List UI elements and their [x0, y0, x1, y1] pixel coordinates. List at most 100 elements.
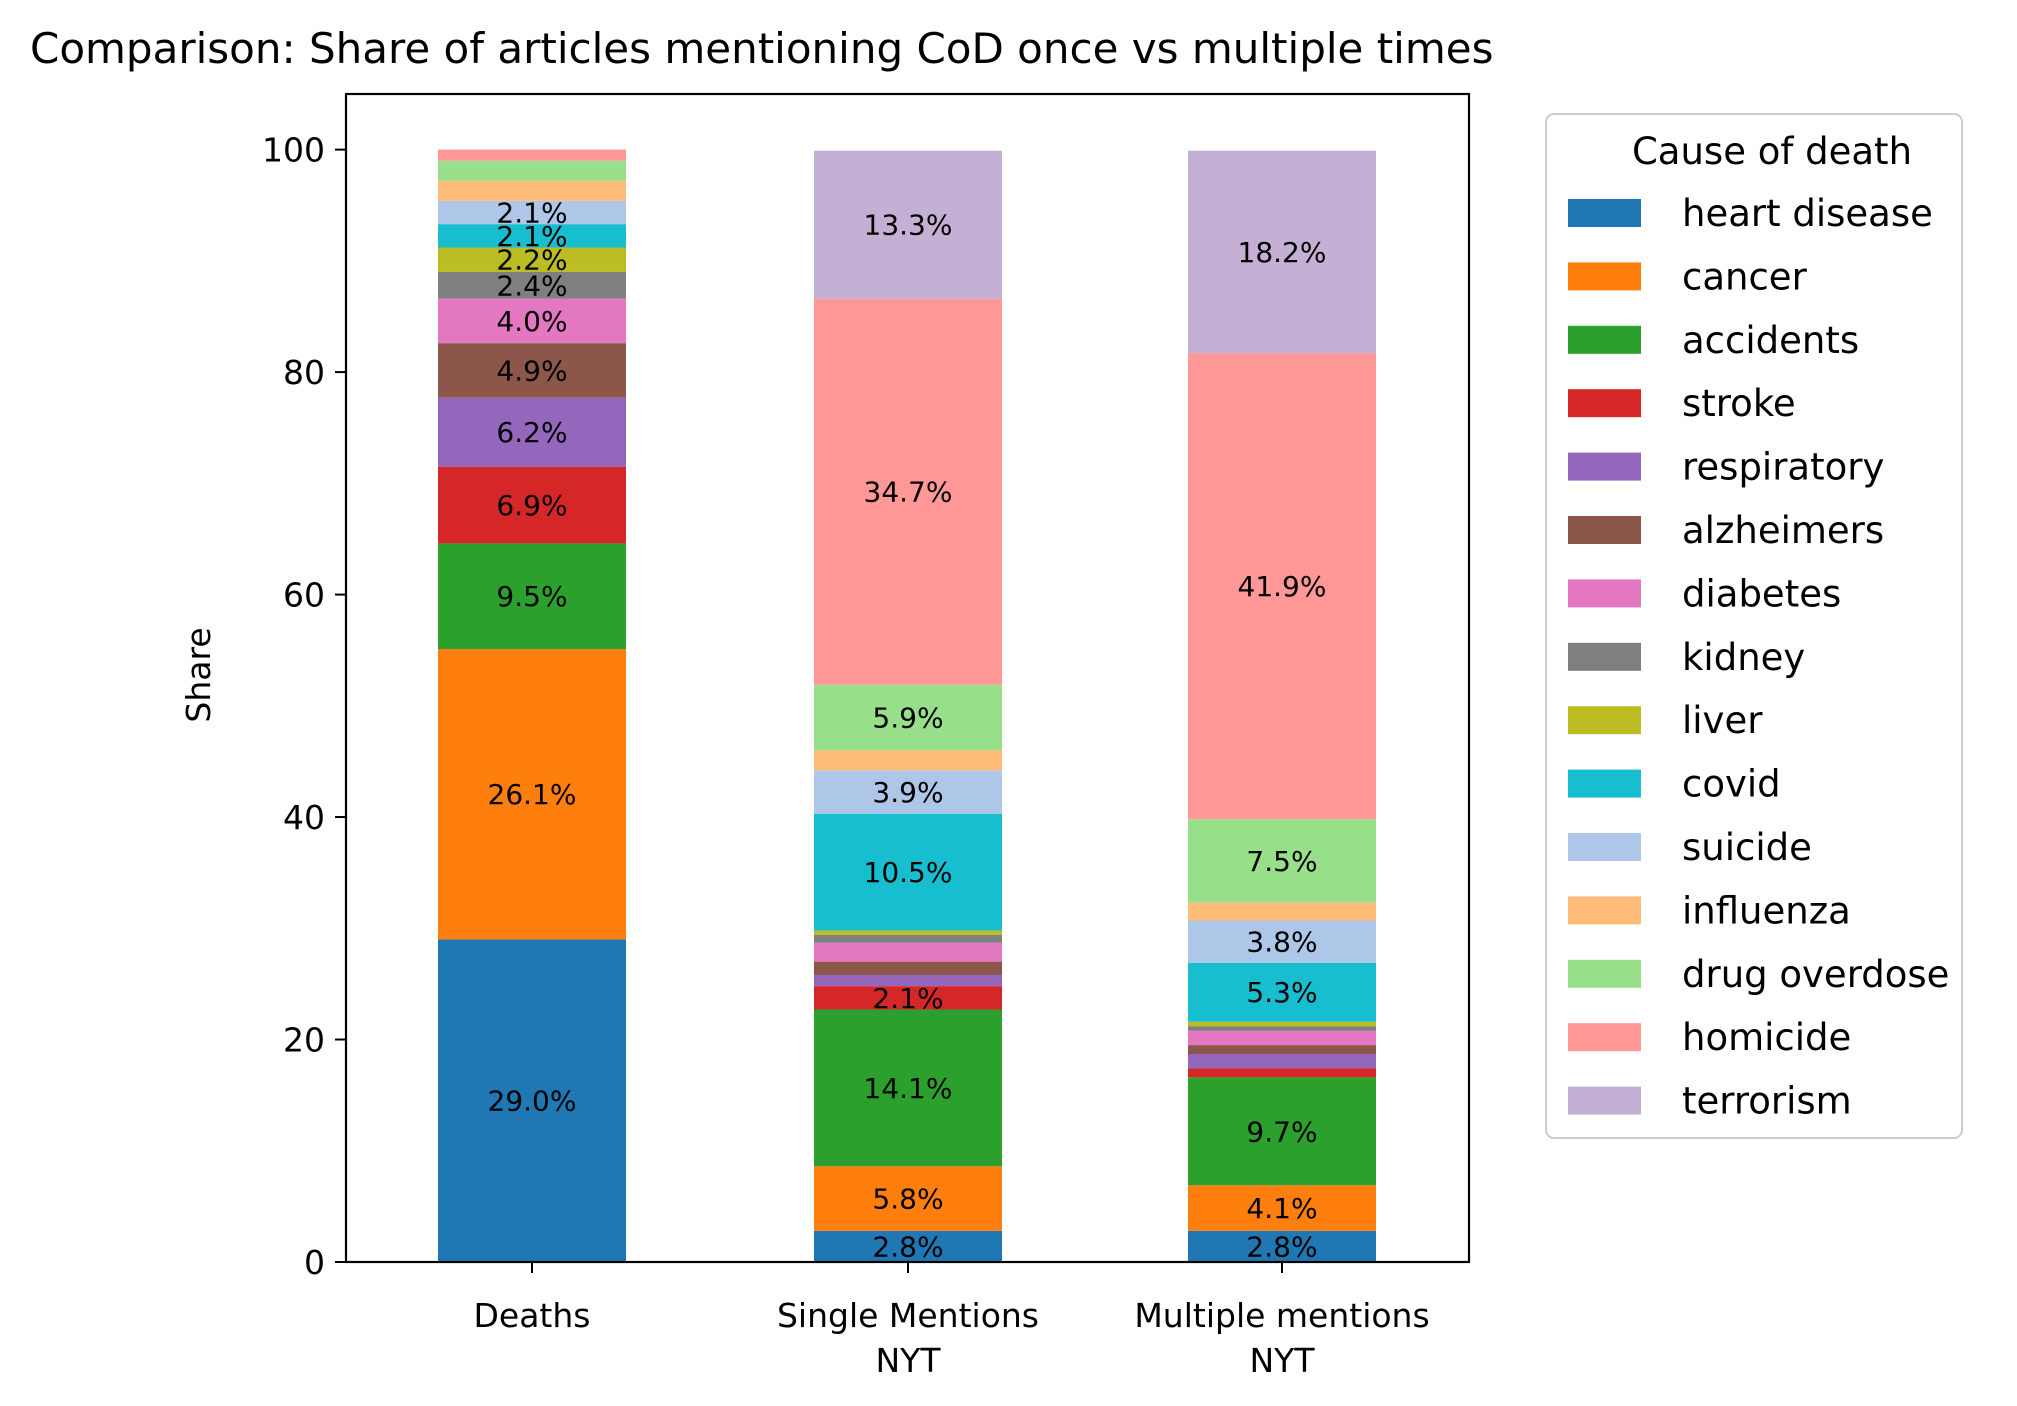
bar-label-0-10: 2.1%	[496, 196, 567, 229]
bar-segment-0-13	[438, 149, 626, 161]
bar-segment-2-8	[1188, 1021, 1376, 1027]
bar-label-1-9: 10.5%	[864, 856, 953, 889]
bar-segment-2-14	[1188, 150, 1376, 354]
bar-labels-group: 29.0%26.1%9.5%6.9%6.2%4.9%4.0%2.4%2.2%2.…	[488, 196, 1327, 1263]
legend-label-9: covid	[1682, 763, 1781, 806]
chart-title: Comparison: Share of articles mentioning…	[30, 24, 1493, 73]
legend-swatch-1	[1568, 262, 1641, 291]
bar-segment-0-4	[438, 397, 626, 467]
bar-segment-0-7	[438, 271, 626, 299]
bar-segment-1-6	[814, 942, 1002, 962]
bar-segment-0-0	[438, 939, 626, 1262]
bar-segment-1-10	[814, 770, 1002, 814]
legend-swatch-5	[1568, 516, 1641, 544]
bar-segment-0-6	[438, 298, 626, 344]
bar-segment-0-8	[438, 247, 626, 272]
legend-label-10: suicide	[1682, 826, 1812, 869]
legend-frame	[1545, 113, 1963, 1139]
bar-segment-2-4	[1188, 1053, 1376, 1069]
bar-segment-1-7	[814, 934, 1002, 943]
legend-swatch-6	[1568, 579, 1641, 608]
legend-label-6: diabetes	[1682, 572, 1841, 615]
bar-label-0-7: 2.4%	[496, 269, 567, 302]
legend-swatch-4	[1568, 452, 1641, 481]
bar-segment-2-2	[1188, 1077, 1376, 1186]
legend-swatch-3	[1568, 389, 1641, 418]
bar-label-1-2: 14.1%	[864, 1072, 953, 1105]
legend-title: Cause of death	[1632, 130, 1912, 173]
legend-label-11: influenza	[1682, 889, 1851, 932]
bar-label-2-13: 41.9%	[1238, 570, 1327, 603]
bar-label-1-0: 2.8%	[872, 1230, 943, 1263]
bar-label-1-3: 2.1%	[872, 982, 943, 1015]
legend-label-4: respiratory	[1682, 446, 1884, 489]
bar-segment-0-5	[438, 343, 626, 398]
legend-swatch-8	[1568, 706, 1641, 735]
bar-label-0-5: 4.9%	[496, 354, 567, 387]
legend-label-2: accidents	[1682, 319, 1859, 362]
bar-label-2-10: 3.8%	[1246, 926, 1317, 959]
y-tick-label-1: 20	[283, 1021, 325, 1060]
legend-label-1: cancer	[1682, 255, 1808, 298]
y-tick-label-4: 80	[283, 353, 325, 392]
y-axis-ticks: 0 20 40 60 80 100	[262, 131, 346, 1282]
bar-label-2-0: 2.8%	[1246, 1230, 1317, 1263]
legend-swatch-0	[1568, 199, 1641, 227]
bar-label-2-14: 18.2%	[1238, 236, 1327, 269]
y-tick-label-2: 40	[283, 798, 325, 837]
bar-segment-2-3	[1188, 1068, 1376, 1078]
bar-segment-1-3	[814, 986, 1002, 1010]
bar-label-1-12: 5.9%	[872, 701, 943, 734]
bar-segment-1-0	[814, 1230, 1002, 1262]
bar-segment-1-1	[814, 1166, 1002, 1231]
legend-label-13: homicide	[1682, 1016, 1851, 1059]
bar-segment-2-12	[1188, 819, 1376, 903]
bar-segment-2-9	[1188, 962, 1376, 1022]
legend-label-7: kidney	[1682, 636, 1805, 679]
bar-segment-1-8	[814, 930, 1002, 935]
bar-segment-1-12	[814, 684, 1002, 751]
x-axis-ticks: Deaths Single Mentions NYT Multiple mention…	[474, 1262, 1430, 1380]
legend-swatch-12	[1568, 959, 1641, 988]
legend-swatch-7	[1568, 642, 1641, 671]
legend-label-14: terrorism	[1682, 1080, 1852, 1123]
bar-label-0-6: 4.0%	[496, 305, 567, 338]
bar-segment-1-14	[814, 150, 1002, 299]
legend-label-0: heart disease	[1682, 192, 1933, 235]
legend-label-12: drug overdose	[1682, 953, 1949, 996]
bar-segment-2-11	[1188, 902, 1376, 921]
legend-swatch-13	[1568, 1023, 1641, 1052]
bar-segment-2-1	[1188, 1185, 1376, 1231]
bar-label-1-10: 3.9%	[872, 776, 943, 809]
bars-group	[438, 149, 1376, 1262]
plot-frame	[344, 92, 1471, 1264]
y-tick-label-5: 100	[262, 131, 325, 170]
bar-segment-0-11	[438, 180, 626, 201]
bar-segment-2-6	[1188, 1030, 1376, 1046]
legend-label-8: liver	[1682, 699, 1763, 742]
bar-segment-1-4	[814, 975, 1002, 987]
legend-swatch-11	[1568, 896, 1641, 925]
bar-segment-1-5	[814, 961, 1002, 976]
bar-label-0-9: 2.1%	[496, 220, 567, 253]
y-axis-label: Share	[179, 627, 218, 722]
legend-label-5: alzheimers	[1682, 509, 1884, 552]
bar-segment-1-2	[814, 1009, 1002, 1167]
bar-segment-2-7	[1188, 1026, 1376, 1031]
bar-segment-2-5	[1188, 1045, 1376, 1054]
bar-label-0-8: 2.2%	[496, 244, 567, 277]
bar-segment-1-13	[814, 298, 1002, 685]
bar-label-0-0: 29.0%	[488, 1085, 577, 1118]
bar-segment-1-11	[814, 750, 1002, 771]
bar-segment-2-10	[1188, 920, 1376, 963]
bar-label-1-1: 5.8%	[872, 1183, 943, 1216]
bar-segment-0-3	[438, 466, 626, 544]
bar-segment-0-9	[438, 224, 626, 248]
bar-label-2-1: 4.1%	[1246, 1192, 1317, 1225]
legend-swatch-2	[1568, 325, 1641, 354]
legend-swatch-10	[1568, 833, 1641, 861]
bar-label-2-12: 7.5%	[1246, 845, 1317, 878]
bar-label-0-2: 9.5%	[496, 580, 567, 613]
x-tick-label-2-1: NYT	[1249, 1341, 1315, 1380]
